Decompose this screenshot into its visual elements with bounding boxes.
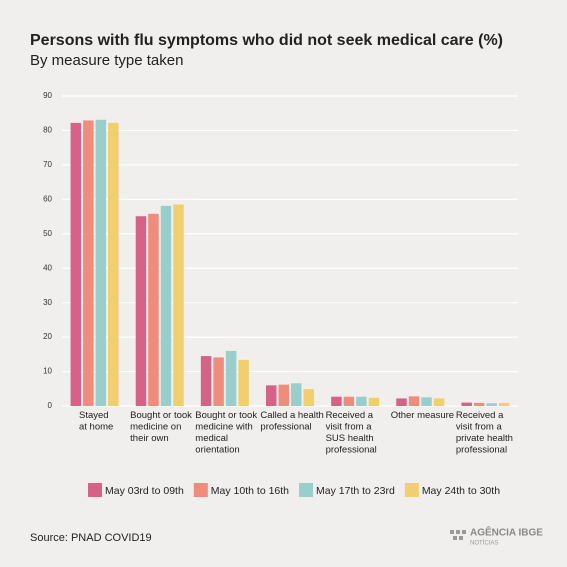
- y-tick-label: 80: [43, 126, 52, 135]
- x-tick-label: Bought or took medicine on their own: [130, 410, 192, 444]
- bar: [396, 398, 407, 406]
- legend-label: May 10th to 16th: [211, 485, 289, 497]
- bar: [238, 359, 249, 406]
- y-tick-label: 70: [43, 160, 52, 169]
- bar: [173, 204, 184, 406]
- bar: [83, 120, 94, 406]
- y-tick-label: 40: [43, 263, 52, 272]
- x-tick-label: Stayed at home: [79, 410, 113, 433]
- bar: [200, 356, 212, 406]
- bar: [135, 216, 147, 406]
- bar: [303, 389, 314, 406]
- bar: [225, 350, 237, 406]
- legend-swatch: [193, 483, 208, 497]
- bar: [108, 122, 119, 406]
- y-tick-label: 20: [43, 332, 52, 341]
- legend-label: May 03rd to 09th: [105, 485, 184, 497]
- x-tick-label: Called a health professional: [260, 410, 323, 433]
- bar: [70, 122, 82, 406]
- bar: [331, 396, 342, 406]
- legend-label: May 24th to 30th: [422, 485, 500, 497]
- bar: [160, 205, 172, 406]
- y-tick-label: 60: [43, 194, 52, 203]
- legend-swatch: [299, 483, 314, 497]
- bar: [473, 402, 485, 406]
- bar: [95, 119, 107, 407]
- x-tick-label: Other measure: [391, 410, 454, 421]
- bar: [498, 402, 510, 406]
- x-tick-label: Bought or took medicine with medical orient…: [195, 410, 257, 456]
- bar: [291, 383, 302, 406]
- bar: [421, 397, 432, 406]
- x-tick-label: Received a visit from a private health prof…: [456, 410, 513, 456]
- logo-icon: [450, 530, 466, 540]
- y-tick-label: 90: [43, 91, 52, 100]
- bar: [356, 396, 367, 406]
- y-tick-label: 0: [48, 401, 53, 410]
- bar: [213, 357, 224, 406]
- logo-text: AGÊNCIA IBGE: [470, 526, 543, 539]
- bar: [266, 385, 277, 406]
- chart-title: Persons with flu symptoms who did not se…: [30, 32, 503, 49]
- y-tick-label: 10: [43, 367, 52, 376]
- y-tick-label: 30: [43, 298, 52, 307]
- bar: [461, 402, 472, 406]
- bar: [433, 398, 445, 406]
- legend-swatch: [404, 483, 419, 497]
- bar: [368, 397, 380, 406]
- bar: [278, 384, 289, 406]
- bar: [148, 213, 159, 406]
- source: Source: PNAD COVID19: [30, 532, 152, 544]
- x-tick-label: Received a visit from a SUS health professi…: [326, 410, 377, 456]
- y-tick-label: 50: [43, 229, 52, 238]
- legend-swatch: [88, 483, 102, 497]
- bar: [486, 403, 497, 406]
- logo-subtext: NOTÍCIAS: [470, 540, 498, 547]
- legend-label: May 17th to 23rd: [316, 485, 395, 497]
- bar: [343, 396, 355, 406]
- bar: [408, 396, 420, 406]
- chart-subtitle: By measure type taken: [30, 52, 183, 69]
